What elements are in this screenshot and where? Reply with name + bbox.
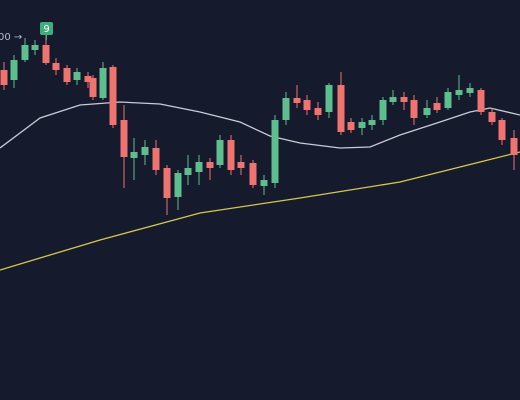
candle-body xyxy=(498,120,506,140)
candle-body xyxy=(282,98,290,120)
candle-body xyxy=(89,78,97,97)
candle-body xyxy=(130,152,138,158)
candle-body xyxy=(237,162,245,168)
candle-body xyxy=(347,122,355,130)
moving-average xyxy=(0,151,520,271)
badge-box xyxy=(40,22,53,35)
candle-body xyxy=(303,100,311,110)
candle-body xyxy=(21,45,29,60)
candle-body xyxy=(216,140,224,165)
candle-body xyxy=(293,98,301,103)
candle-body xyxy=(109,67,117,125)
candle-body xyxy=(410,100,418,118)
badge: 9 xyxy=(43,24,49,35)
candle-body xyxy=(455,90,463,95)
candle-body xyxy=(488,112,496,122)
candle-body xyxy=(10,60,18,80)
candle-body xyxy=(73,72,81,80)
candle-body xyxy=(0,70,8,85)
candle-body xyxy=(206,162,214,168)
candle-body xyxy=(141,147,149,155)
candle-body xyxy=(271,120,279,183)
candle-body xyxy=(184,168,192,175)
candle-body xyxy=(510,138,518,155)
candle-body xyxy=(227,140,235,170)
candle-body xyxy=(195,162,203,172)
candle-body xyxy=(389,97,397,102)
candle-body xyxy=(444,92,452,108)
candle-body xyxy=(84,76,92,82)
candle-body xyxy=(52,63,60,70)
candle-body xyxy=(358,122,366,128)
candle-body xyxy=(379,100,387,120)
candle-body xyxy=(120,120,128,157)
candle-body xyxy=(152,148,160,170)
candle-body xyxy=(400,97,408,102)
candle-body xyxy=(42,45,50,63)
candle-body xyxy=(368,120,376,125)
candle-body xyxy=(99,68,107,98)
candle-body xyxy=(174,173,182,197)
moving-average xyxy=(0,101,520,149)
candle-body xyxy=(260,180,268,186)
price-label: 00 → xyxy=(0,32,22,43)
candle-body xyxy=(314,108,322,115)
candle-body xyxy=(249,163,257,185)
candle-body xyxy=(325,85,333,112)
candle-body xyxy=(423,108,431,115)
candle-body xyxy=(466,88,474,93)
candle-body xyxy=(31,45,39,50)
candle-body xyxy=(433,103,441,110)
candle-body xyxy=(163,168,171,198)
candle-body xyxy=(337,85,345,132)
candle-body xyxy=(477,90,485,112)
candle-body xyxy=(63,68,71,82)
